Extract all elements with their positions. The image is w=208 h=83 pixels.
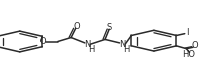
Text: O: O <box>40 37 47 46</box>
Text: HO: HO <box>182 50 195 59</box>
Text: S: S <box>107 23 112 32</box>
Text: O: O <box>192 41 198 50</box>
Text: N: N <box>119 40 125 49</box>
Text: I: I <box>186 28 189 37</box>
Text: H: H <box>123 45 129 54</box>
Text: N: N <box>84 40 90 49</box>
Text: O: O <box>73 22 80 31</box>
Text: H: H <box>88 45 94 54</box>
